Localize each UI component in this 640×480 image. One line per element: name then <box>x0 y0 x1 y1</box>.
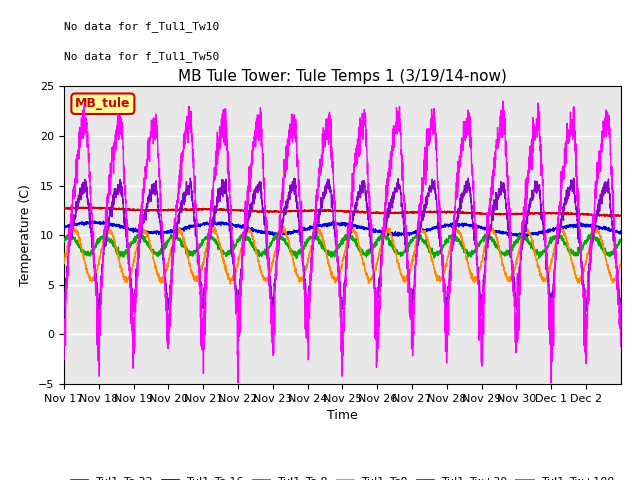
Legend: Tul1_Ts-32, Tul1_Ts-16, Tul1_Ts-8, Tul1_Ts0, Tul1_Tw+30, Tul1_Tw+100: Tul1_Ts-32, Tul1_Ts-16, Tul1_Ts-8, Tul1_… <box>66 472 619 480</box>
Text: No data for f_Tul1_Tw50: No data for f_Tul1_Tw50 <box>64 51 220 61</box>
Y-axis label: Temperature (C): Temperature (C) <box>19 184 33 286</box>
X-axis label: Time: Time <box>327 409 358 422</box>
Text: MB_tule: MB_tule <box>75 97 131 110</box>
Title: MB Tule Tower: Tule Temps 1 (3/19/14-now): MB Tule Tower: Tule Temps 1 (3/19/14-now… <box>178 69 507 84</box>
Text: No data for f_Tul1_Tw10: No data for f_Tul1_Tw10 <box>64 21 220 32</box>
